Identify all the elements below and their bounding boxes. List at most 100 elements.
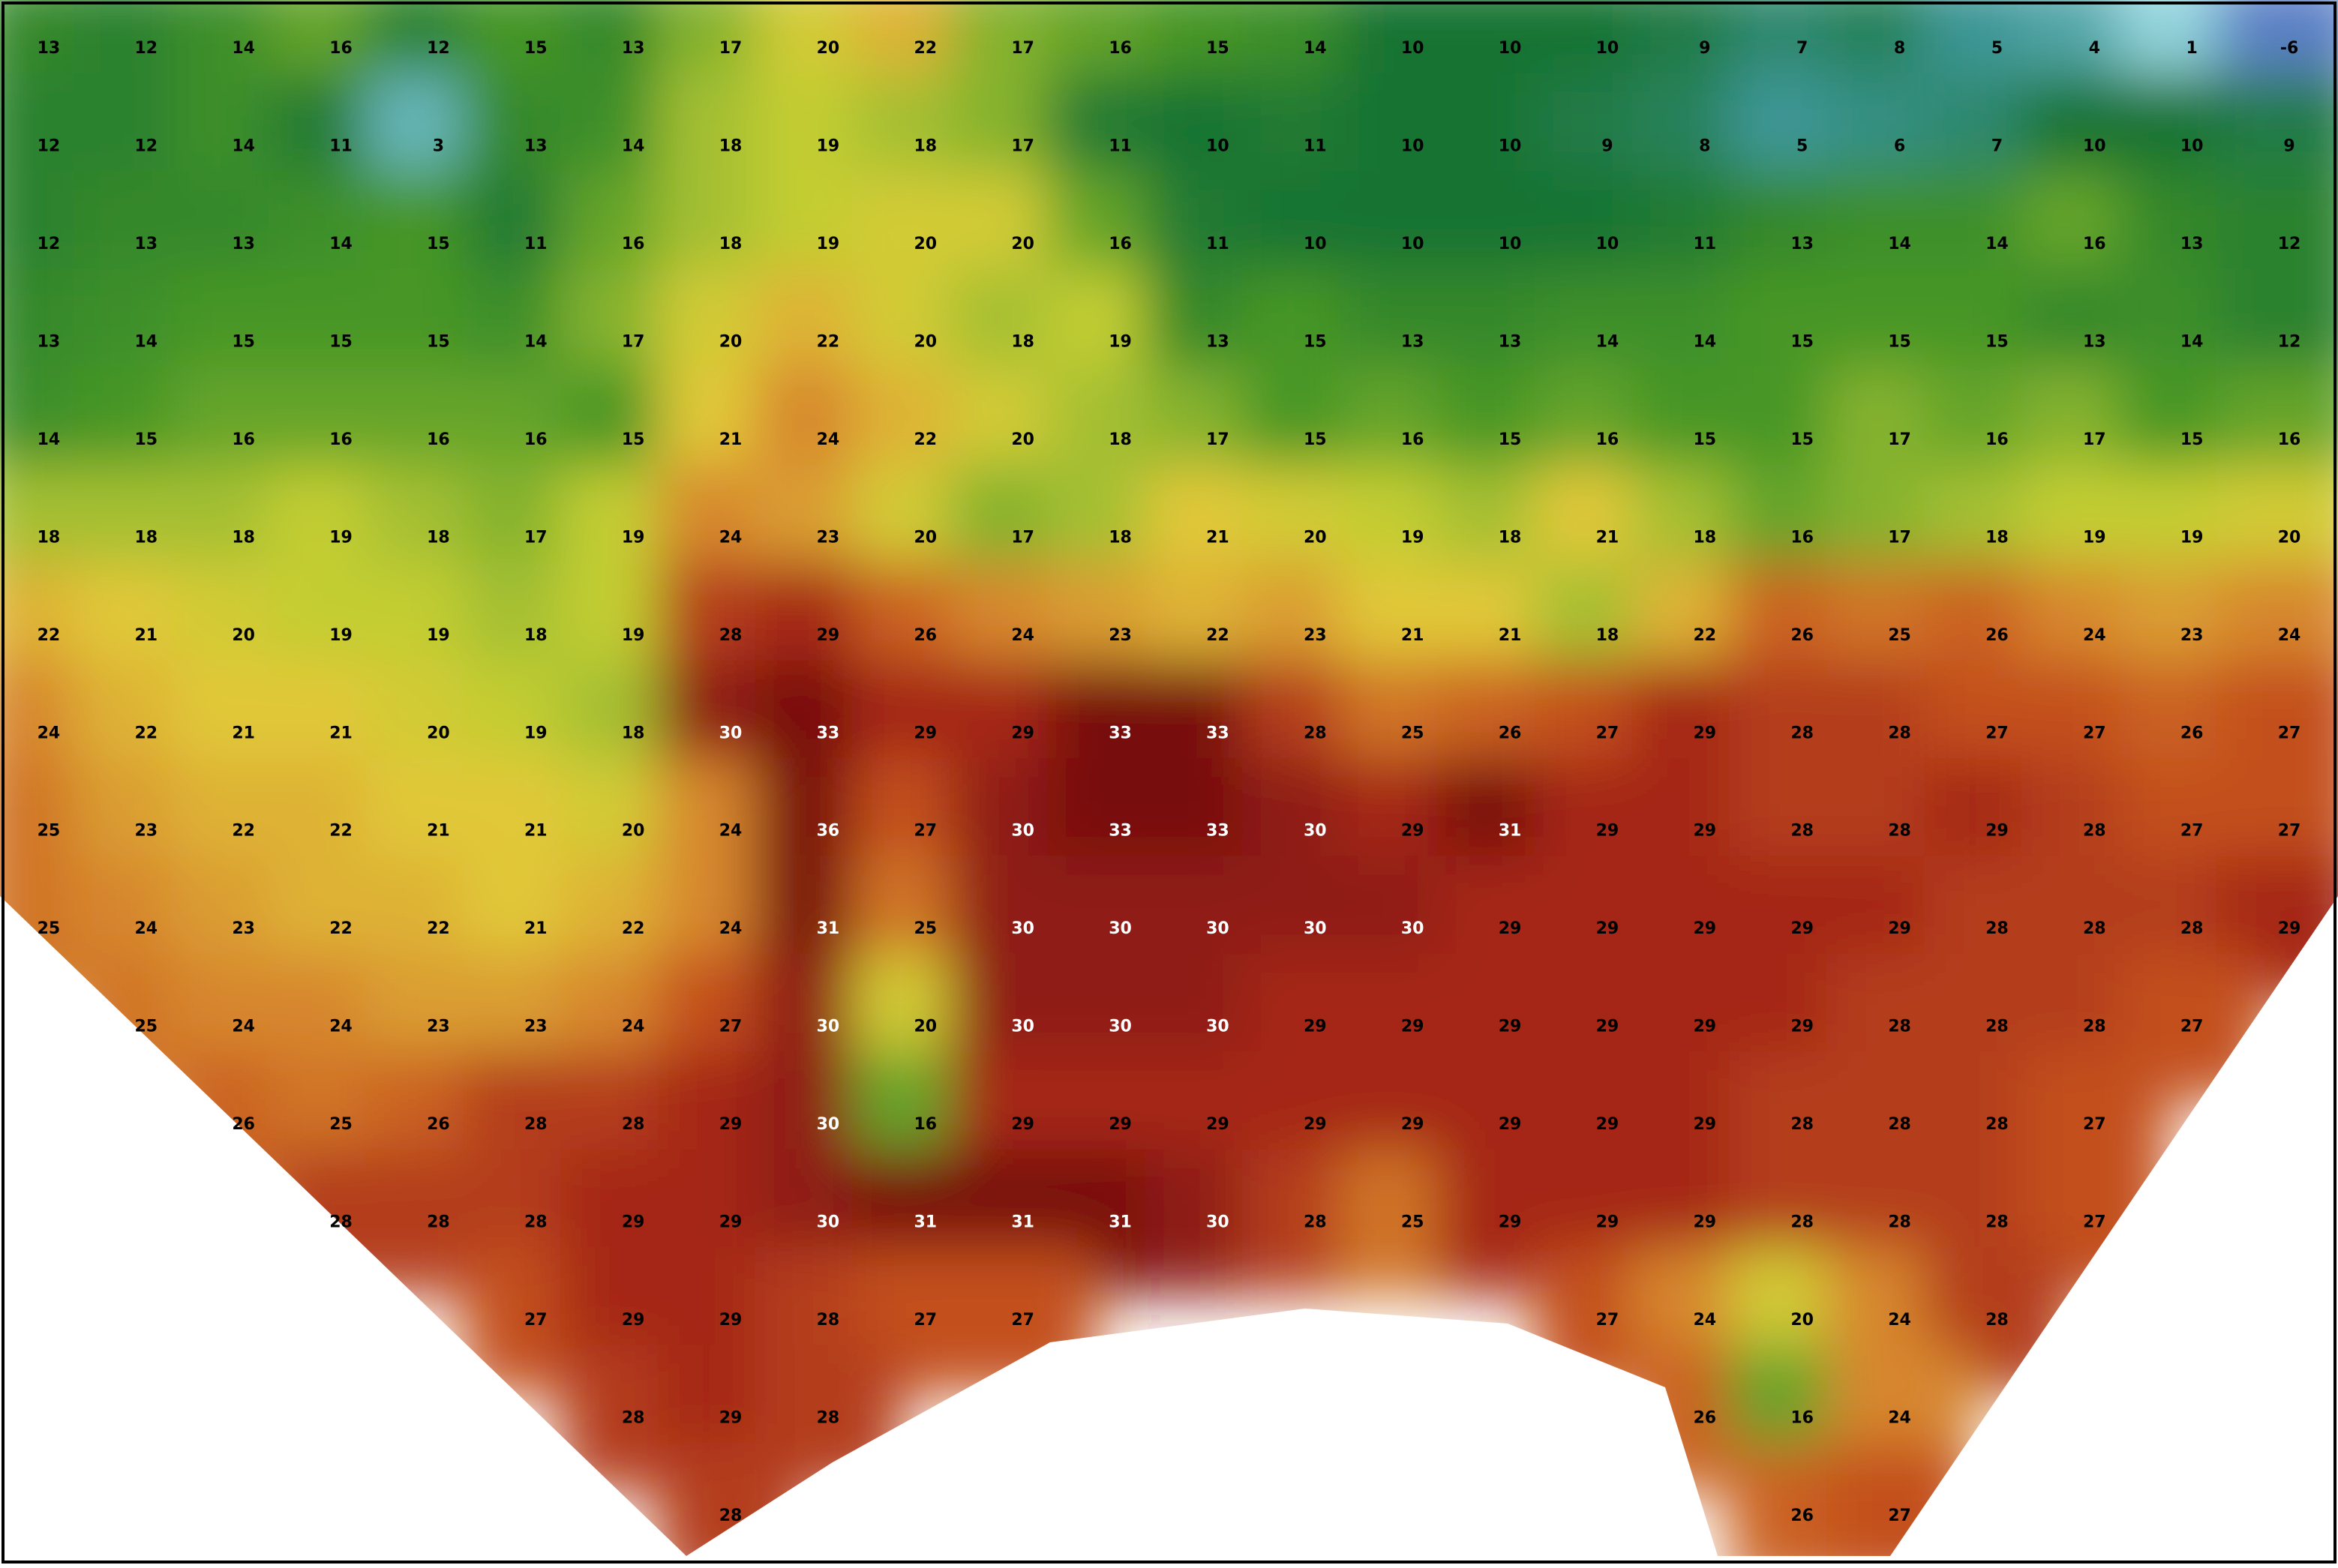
temperature-label: 9 — [1699, 39, 1710, 58]
temperature-label: 10 — [1401, 39, 1424, 58]
temperature-label: 26 — [914, 626, 938, 645]
temperature-label: 16 — [622, 235, 645, 253]
temperature-label: 29 — [1694, 919, 1717, 938]
temperature-label: 29 — [1011, 724, 1034, 742]
temperature-label: 15 — [135, 430, 158, 449]
temperature-label: 20 — [914, 235, 938, 253]
temperature-label: 23 — [232, 919, 255, 938]
temperature-label: 33 — [1206, 822, 1229, 841]
temperature-label: 27 — [524, 1311, 548, 1330]
temperature-label: 11 — [1206, 235, 1229, 253]
temperature-label: 21 — [1499, 626, 1522, 645]
temperature-label: 23 — [1304, 626, 1327, 645]
temperature-label: 28 — [1985, 1213, 2009, 1231]
temperature-label: 11 — [1109, 137, 1132, 156]
temperature-label: 28 — [1304, 1213, 1327, 1231]
temperature-label: 22 — [232, 822, 255, 841]
temperature-label: 27 — [1985, 724, 2009, 742]
temperature-label: 21 — [524, 822, 548, 841]
temperature-label: 19 — [1109, 333, 1132, 352]
temperature-label: 30 — [817, 1115, 840, 1134]
temperature-label: 21 — [719, 430, 743, 449]
temperature-label: 15 — [1790, 430, 1814, 449]
temperature-label: 23 — [524, 1018, 548, 1036]
temperature-label: 11 — [1304, 137, 1327, 156]
temperature-label: 21 — [329, 724, 353, 742]
temperature-label: 14 — [232, 137, 255, 156]
temperature-label: 29 — [1790, 919, 1814, 938]
temperature-label: 25 — [914, 919, 938, 938]
temperature-label: 27 — [914, 822, 938, 841]
temperature-label: 26 — [1790, 626, 1814, 645]
temperature-label: 18 — [232, 528, 255, 547]
temperature-label: 9 — [1601, 137, 1613, 156]
temperature-label: 17 — [1206, 430, 1229, 449]
temperature-label: 18 — [1596, 626, 1619, 645]
temperature-label: 29 — [719, 1115, 743, 1134]
temperature-label: 14 — [38, 430, 61, 449]
temperature-label: 13 — [1401, 333, 1424, 352]
temperature-label: 22 — [914, 39, 938, 58]
temperature-label: 18 — [1985, 528, 2009, 547]
temperature-label: 19 — [622, 528, 645, 547]
temperature-label: 19 — [2180, 528, 2204, 547]
temperature-label: 29 — [1109, 1115, 1132, 1134]
temperature-label: 24 — [1888, 1311, 1911, 1330]
temperature-label: 28 — [329, 1213, 353, 1231]
temperature-label: 30 — [1206, 1018, 1229, 1036]
temperature-label: 14 — [232, 39, 255, 58]
temperature-label: 29 — [1401, 1018, 1424, 1036]
temperature-label: 18 — [1499, 528, 1522, 547]
temperature-label: 20 — [719, 333, 743, 352]
temperature-label: 20 — [1790, 1311, 1814, 1330]
temperature-label: 36 — [817, 822, 840, 841]
temperature-label: 16 — [2083, 235, 2106, 253]
temperature-label: 28 — [2180, 919, 2204, 938]
temperature-label: 16 — [2278, 430, 2301, 449]
temperature-label: 20 — [232, 626, 255, 645]
temperature-label: 14 — [1888, 235, 1911, 253]
temperature-label: 21 — [524, 919, 548, 938]
temperature-label: 16 — [232, 430, 255, 449]
temperature-label: 33 — [1109, 724, 1132, 742]
temperature-label: 30 — [1011, 1018, 1034, 1036]
temperature-label: 21 — [1401, 626, 1424, 645]
temperature-label: 16 — [1985, 430, 2009, 449]
temperature-label: 24 — [622, 1018, 645, 1036]
temperature-label: 33 — [1109, 822, 1132, 841]
temperature-label: 17 — [622, 333, 645, 352]
temperature-label: 16 — [914, 1115, 938, 1134]
temperature-label: 28 — [1888, 822, 1911, 841]
temperature-label: 13 — [2180, 235, 2204, 253]
temperature-label: 16 — [329, 430, 353, 449]
temperature-label: 18 — [914, 137, 938, 156]
temperature-label: 7 — [1796, 39, 1808, 58]
temperature-label: 30 — [1304, 919, 1327, 938]
temperature-label: 13 — [622, 39, 645, 58]
temperature-label: 28 — [1888, 724, 1911, 742]
temperature-label: 14 — [1694, 333, 1717, 352]
temperature-label: 27 — [719, 1018, 743, 1036]
temperature-label: 15 — [1790, 333, 1814, 352]
temperature-label: 17 — [2083, 430, 2106, 449]
temperature-label: 27 — [914, 1311, 938, 1330]
temperature-label: 29 — [1206, 1115, 1229, 1134]
temperature-label: 29 — [1499, 1018, 1522, 1036]
temperature-label: 14 — [2180, 333, 2204, 352]
temperature-label: 30 — [1401, 919, 1424, 938]
temperature-label: 26 — [1985, 626, 2009, 645]
temperature-label: 28 — [1790, 822, 1814, 841]
temperature-label: 29 — [1888, 919, 1911, 938]
temperature-label: 9 — [2283, 137, 2294, 156]
temperature-label: 12 — [427, 39, 450, 58]
temperature-label: 22 — [427, 919, 450, 938]
temperature-label: 13 — [135, 235, 158, 253]
temperature-label: 14 — [1985, 235, 2009, 253]
temperature-label: 30 — [1206, 919, 1229, 938]
temperature-label: 16 — [524, 430, 548, 449]
temperature-label: 29 — [1694, 724, 1717, 742]
temperature-label: 22 — [622, 919, 645, 938]
temperature-label: 33 — [817, 724, 840, 742]
temperature-label: 30 — [1109, 1018, 1132, 1036]
